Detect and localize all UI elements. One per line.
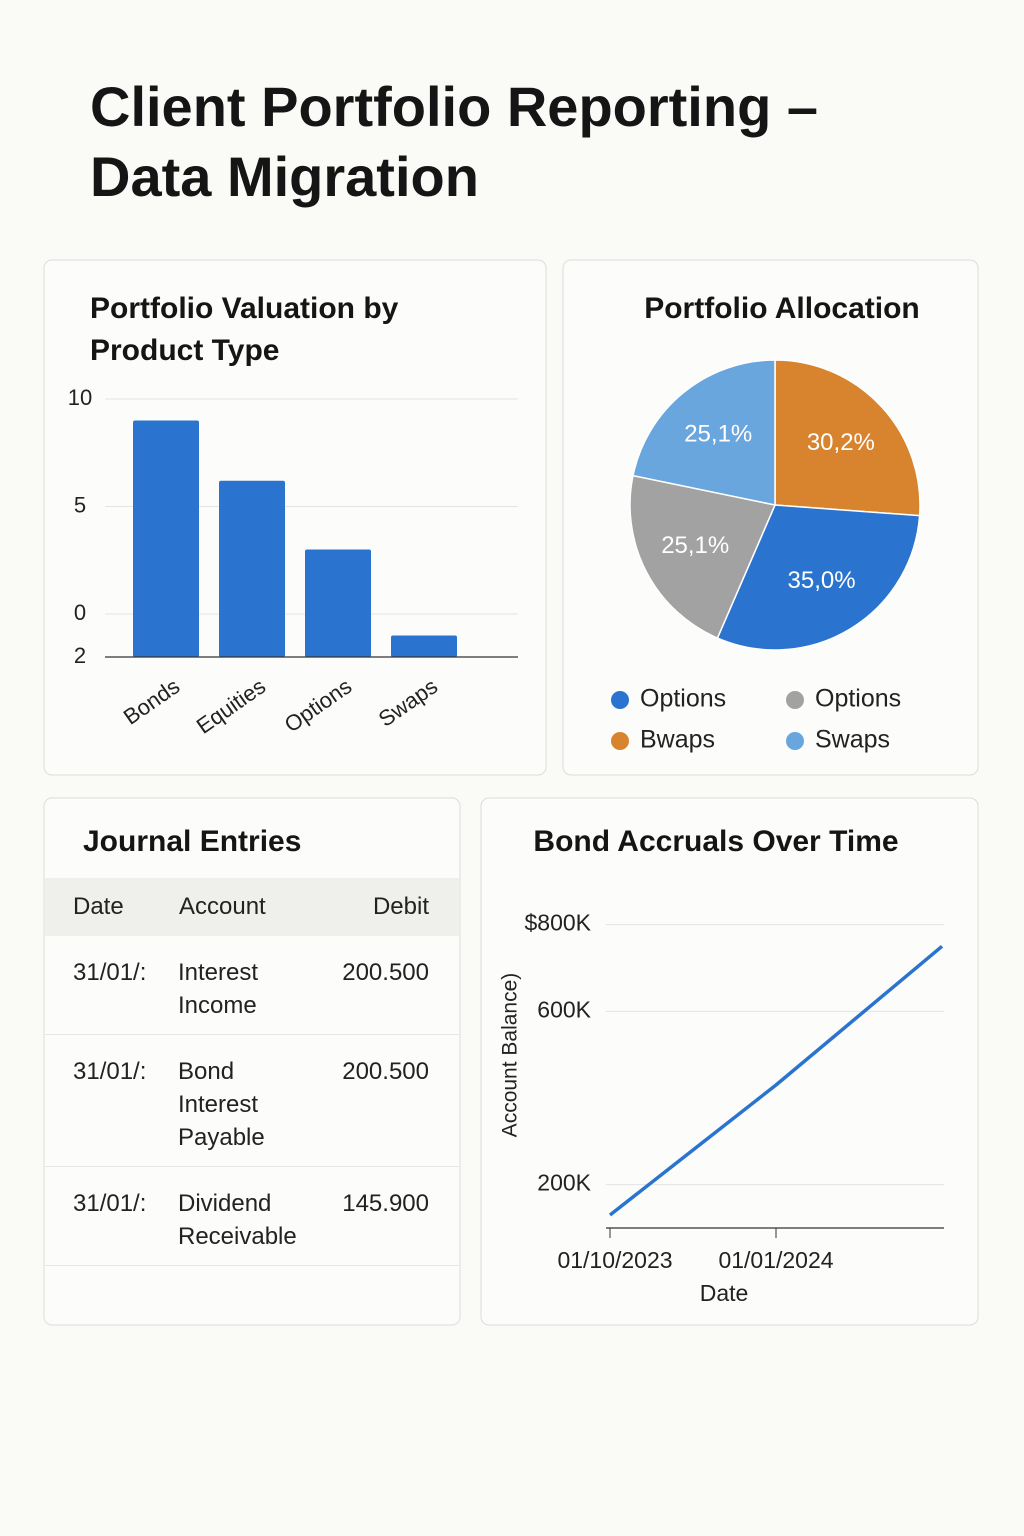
- journal-table: Date Account Debit 31/01/: Interest Income 20…: [45, 878, 459, 1266]
- y-tick-label: 2: [74, 643, 86, 668]
- table-title: Journal Entries: [83, 825, 302, 858]
- column-header: Date: [45, 878, 178, 936]
- table-cell: 31/01/:: [45, 1166, 178, 1266]
- table-cell: Bond Interest Payable: [178, 1034, 329, 1167]
- pie-slice: [774, 359, 921, 517]
- table-row: 31/01/: Dividend Receivable 145.900: [45, 1166, 459, 1266]
- chart-title: Portfolio Valuation by Product Type: [90, 292, 399, 367]
- line-series: [608, 944, 944, 1217]
- table-cell: 31/01/:: [45, 936, 178, 1035]
- table-row: 31/01/: Bond Interest Payable 200.500: [45, 1034, 459, 1167]
- x-axis-title: Date: [700, 1280, 749, 1306]
- pie-slice: [716, 504, 921, 651]
- y-tick-label: 0: [74, 600, 86, 625]
- table-cell: 145.900: [329, 1166, 459, 1266]
- legend-label: Bwaps: [640, 726, 715, 754]
- chart-title: Bond Accruals Over Time: [533, 825, 899, 858]
- legend-label: Swaps: [815, 726, 890, 754]
- legend-swatch: [786, 732, 804, 750]
- chart-title: Portfolio Allocation: [644, 292, 920, 325]
- column-header: Account: [178, 878, 329, 936]
- table-cell: 200.500: [329, 1034, 459, 1167]
- column-header: Debit: [329, 878, 459, 936]
- table-cell: Dividend Receivable: [178, 1166, 329, 1266]
- legend-swatch: [786, 691, 804, 709]
- line-card: [480, 797, 979, 1326]
- header-row: Date Account Debit: [45, 878, 459, 936]
- y-axis-title: Account Balance): [499, 973, 522, 1138]
- table-cell: 31/01/:: [45, 1034, 178, 1167]
- slice-label: 25,1%: [661, 532, 729, 559]
- legend-swatch: [611, 732, 629, 750]
- y-tick-label: $800K: [524, 910, 591, 936]
- x-tick-label: 01/01/2024: [718, 1247, 833, 1273]
- table: Date Account Debit 31/01/: Interest Income 20…: [45, 878, 459, 1266]
- slice-label: 35,0%: [788, 567, 856, 594]
- pie-slice: [632, 359, 776, 506]
- legend-swatch: [611, 691, 629, 709]
- x-tick-label: 01/10/2023: [557, 1247, 672, 1273]
- y-tick-label: 200K: [537, 1170, 591, 1196]
- y-tick-label: 10: [68, 385, 92, 410]
- legend-label: Options: [640, 685, 726, 713]
- bar: [219, 480, 285, 657]
- bar: [391, 635, 457, 657]
- pie-slice: [629, 474, 777, 640]
- bar: [133, 420, 199, 657]
- bar: [305, 549, 371, 657]
- y-tick-label: 5: [74, 492, 86, 517]
- page-title: Client Portfolio Reporting – Data Migrat…: [90, 75, 818, 208]
- y-tick-label: 600K: [537, 996, 591, 1022]
- table-row: 31/01/: Interest Income 200.500: [45, 936, 459, 1035]
- table-cell: 200.500: [329, 936, 459, 1035]
- table-cell: Interest Income: [178, 936, 329, 1035]
- slice-label: 30,2%: [807, 429, 875, 456]
- slice-label: 25,1%: [684, 421, 752, 448]
- legend-label: Options: [815, 685, 901, 713]
